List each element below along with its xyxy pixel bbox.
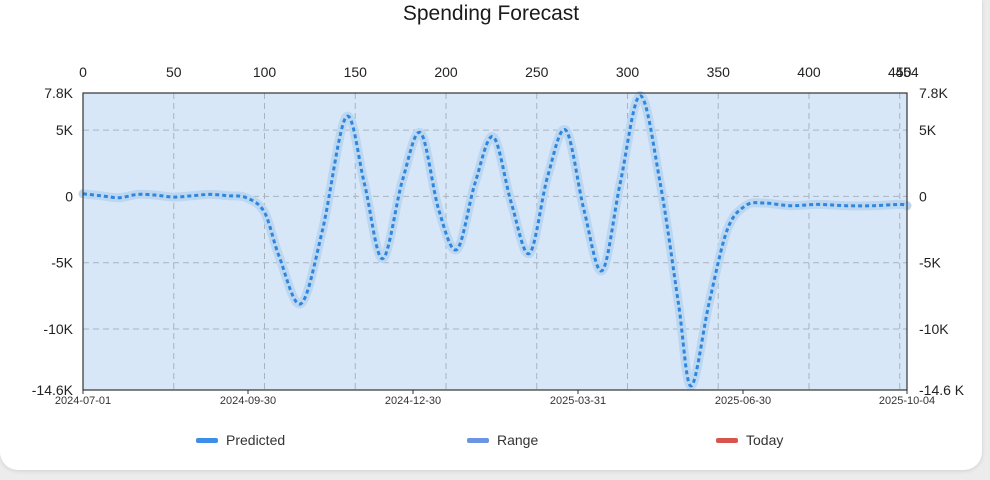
bottom-tick-label: 2025-10-04 xyxy=(879,395,935,407)
top-tick-label: 50 xyxy=(166,64,182,80)
right-tick-label: -14.6 K xyxy=(919,382,965,398)
legend-label-range: Range xyxy=(497,432,539,448)
right-tick-label: 5K xyxy=(919,122,937,138)
right-tick-label: 0 xyxy=(919,188,927,204)
right-tick-label: -5K xyxy=(919,255,941,271)
bottom-tick-label: 2024-09-30 xyxy=(220,395,276,407)
left-tick-label: -10K xyxy=(43,321,73,337)
legend-label-predicted: Predicted xyxy=(226,432,286,448)
top-tick-label: 200 xyxy=(434,64,458,80)
legend-swatch-range xyxy=(467,437,489,443)
left-tick-label: 7.8K xyxy=(44,85,73,101)
left-tick-label: -14.6K xyxy=(32,382,74,398)
plot-border xyxy=(82,92,908,391)
legend-item-predicted[interactable]: Predicted xyxy=(196,432,285,448)
grid-lines xyxy=(83,93,907,390)
bottom-tick-label: 2024-12-30 xyxy=(385,395,441,407)
bottom-tick-label: 2025-03-31 xyxy=(550,395,606,407)
chart-title: Spending Forecast xyxy=(402,2,580,25)
left-tick-label: 0 xyxy=(65,188,73,204)
bottom-tick-label: 2025-06-30 xyxy=(715,395,771,407)
left-y-axis: 7.8K 5K 0 -5K -10K -14.6K xyxy=(32,85,74,398)
right-y-axis: 7.8K 5K 0 -5K -10K -14.6 K xyxy=(919,85,965,398)
bottom-tick-label: 2024-07-01 xyxy=(55,395,111,407)
right-tick-label: 7.8K xyxy=(919,85,948,101)
legend-swatch-today xyxy=(716,437,738,443)
chart-card: Spending Forecast 0 50 100 150 200 250 300 350 4… xyxy=(0,0,982,470)
legend-item-range[interactable]: Range xyxy=(467,432,538,448)
bottom-x-axis: 2024-07-01 2024-09-30 2024-12-30 2025-03-31… xyxy=(55,390,935,407)
top-tick-label: 350 xyxy=(707,64,731,80)
legend-swatch-predicted xyxy=(196,437,218,443)
legend: Predicted Range Today xyxy=(0,432,982,452)
left-tick-label: -5K xyxy=(51,255,73,271)
top-tick-label: 150 xyxy=(344,64,368,80)
top-tick-label: 0 xyxy=(79,64,87,80)
right-tick-label: -10K xyxy=(919,321,949,337)
top-tick-label: 400 xyxy=(797,64,821,80)
top-tick-label: 454 xyxy=(895,64,919,80)
top-tick-label: 300 xyxy=(616,64,640,80)
top-tick-label: 100 xyxy=(253,64,277,80)
legend-label-today: Today xyxy=(746,432,784,448)
left-tick-label: 5K xyxy=(56,122,74,138)
legend-item-today[interactable]: Today xyxy=(716,432,783,448)
top-tick-label: 450 xyxy=(888,64,912,80)
predicted-line xyxy=(82,94,908,388)
top-tick-label: 250 xyxy=(525,64,549,80)
